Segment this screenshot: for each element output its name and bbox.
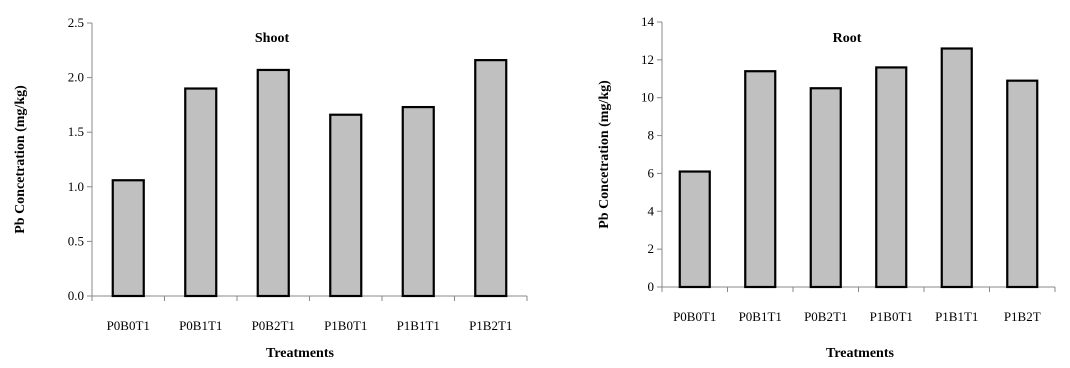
root-chart-title: Root xyxy=(833,31,862,46)
root-y-tick-label: 12 xyxy=(641,52,654,67)
root-x-tick-label: P0B1T1 xyxy=(739,309,782,324)
root-x-tick-label: P0B0T1 xyxy=(673,309,716,324)
shoot-y-tick-label: 0.5 xyxy=(68,233,84,248)
shoot-bar-p0b1t1 xyxy=(184,87,218,298)
root-y-tick-label: 4 xyxy=(648,203,655,218)
shoot-y-axis-label: Pb Concetration (mg/kg) xyxy=(13,85,28,234)
shoot-bar-p1b0t1 xyxy=(329,113,363,298)
root-bar-p1b2t xyxy=(1006,79,1039,289)
shoot-chart: 0.0 0.5 1.0 1.5 2.0 2.5 P0B0T1 P0B1T1 P0B2T1 P1B0… xyxy=(0,0,535,363)
shoot-x-tick-label: P1B2T1 xyxy=(469,318,512,333)
root-bar-p1b0t1 xyxy=(875,66,908,289)
shoot-x-tick-label: P1B0T1 xyxy=(324,318,367,333)
shoot-x-axis-label: Treatments xyxy=(266,346,334,361)
shoot-x-tick-label: P0B1T1 xyxy=(179,318,222,333)
root-y-tick-label: 2 xyxy=(648,241,655,256)
root-y-axis-label: Pb Concetration (mg/kg) xyxy=(597,80,612,229)
shoot-bar-p0b2t1 xyxy=(256,68,290,298)
shoot-y-tick-label: 1.5 xyxy=(68,124,84,139)
root-bar-p0b0t1 xyxy=(678,170,711,289)
shoot-chart-title: Shoot xyxy=(255,31,290,46)
root-chart: 0 2 4 6 8 10 12 14 P0B0T1 P0B1T1 P0B2T1 P1B0T1 P1B1T… xyxy=(535,0,1070,363)
shoot-x-tick-label: P0B0T1 xyxy=(107,318,150,333)
root-y-tick-label: 8 xyxy=(648,128,655,143)
root-bar-p0b1t1 xyxy=(744,70,777,289)
shoot-chart-svg: 0.0 0.5 1.0 1.5 2.0 2.5 P0B0T1 P0B1T1 P0B2T1 P1B0… xyxy=(13,15,528,361)
root-x-tick-label: P1B2T xyxy=(1004,309,1041,324)
shoot-bar-p1b1t1 xyxy=(401,105,435,298)
root-y-tick-label: 14 xyxy=(641,14,655,29)
root-y-tick-label: 0 xyxy=(648,279,655,294)
shoot-bar-p0b0t1 xyxy=(111,179,145,298)
root-x-tick-label: P1B0T1 xyxy=(870,309,913,324)
root-x-tick-label: P0B2T1 xyxy=(804,309,847,324)
root-x-tick-label: P1B1T1 xyxy=(935,309,978,324)
root-chart-svg: 0 2 4 6 8 10 12 14 P0B0T1 P0B1T1 P0B2T1 P1B0T1 P1B1T… xyxy=(597,14,1056,361)
shoot-y-tick-label: 0.0 xyxy=(68,288,84,303)
root-bar-p1b1t1 xyxy=(940,47,973,289)
root-x-axis-label: Treatments xyxy=(826,346,894,361)
shoot-y-tick-label: 1.0 xyxy=(68,179,84,194)
root-y-tick-label: 10 xyxy=(641,90,654,105)
root-y-tick-label: 6 xyxy=(648,165,655,180)
shoot-bar-p1b2t1 xyxy=(474,59,508,298)
shoot-x-tick-label: P1B1T1 xyxy=(397,318,440,333)
shoot-y-tick-label: 2.0 xyxy=(68,70,84,85)
shoot-x-tick-label: P0B2T1 xyxy=(252,318,295,333)
root-bar-p0b2t1 xyxy=(809,87,842,289)
shoot-y-tick-label: 2.5 xyxy=(68,15,84,30)
